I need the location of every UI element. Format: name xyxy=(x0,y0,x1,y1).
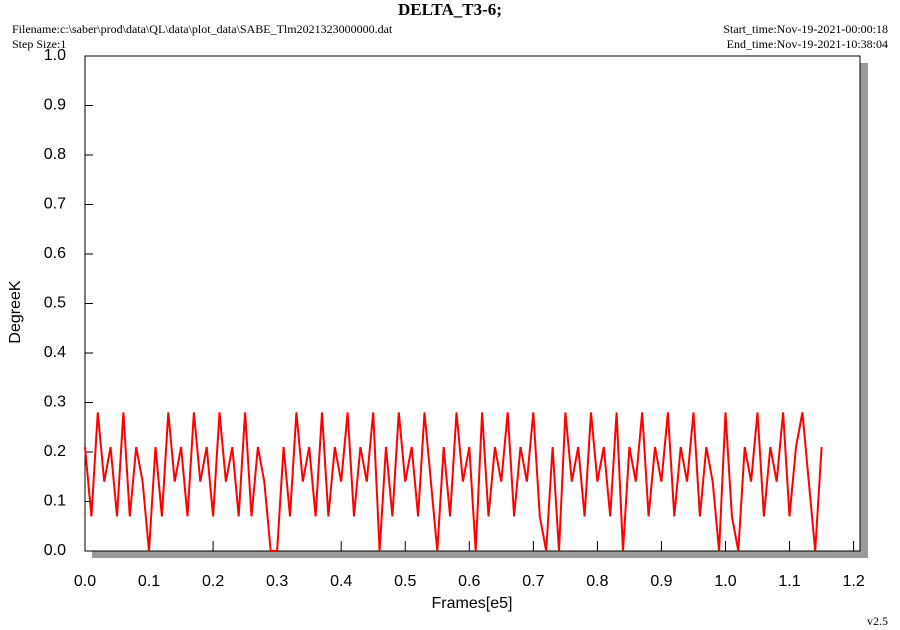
step-size: Step Size:1 xyxy=(12,37,66,51)
data-line xyxy=(84,412,823,552)
x-tick-label: 0.8 xyxy=(586,573,608,590)
x-tick-label: 0.9 xyxy=(650,573,672,590)
version: v2.5 xyxy=(867,614,888,628)
y-tick-label: 1.0 xyxy=(44,47,66,64)
y-tick-label: 0.6 xyxy=(44,245,66,262)
x-axis-label: Frames[e5] xyxy=(432,595,513,612)
x-tick-label: 0.6 xyxy=(458,573,480,590)
chart-title: DELTA_T3-6; xyxy=(398,0,502,19)
x-tick-label: 1.2 xyxy=(842,573,864,590)
plot-area xyxy=(84,55,861,552)
y-tick-label: 0.7 xyxy=(44,196,66,213)
y-tick-label: 0.2 xyxy=(44,443,66,460)
x-tick-label: 0.7 xyxy=(522,573,544,590)
y-tick-label: 0.4 xyxy=(44,344,66,361)
y-tick-label: 0.3 xyxy=(44,394,66,411)
x-tick-label: 0.0 xyxy=(74,573,96,590)
x-tick-label: 1.1 xyxy=(778,573,800,590)
x-tick-label: 1.0 xyxy=(714,573,736,590)
start-time: Start_time:Nov-19-2021-00:00:18 xyxy=(723,22,888,36)
x-tick-label: 0.1 xyxy=(138,573,160,590)
x-tick-label: 0.3 xyxy=(266,573,288,590)
y-tick-label: 0.8 xyxy=(44,146,66,163)
y-tick-label: 0.0 xyxy=(44,542,66,559)
filename: Filename:c:\saber\prod\data\QL\data\plot… xyxy=(12,22,393,36)
x-tick-label: 0.5 xyxy=(394,573,416,590)
y-tick-label: 0.9 xyxy=(44,97,66,114)
y-tick-label: 0.1 xyxy=(44,493,66,510)
y-axis-label: DegreeK xyxy=(7,280,24,343)
x-tick-label: 0.4 xyxy=(330,573,352,590)
x-tick-label: 0.2 xyxy=(202,573,224,590)
y-tick-label: 0.5 xyxy=(44,295,66,312)
end-time: End_time:Nov-19-2021-10:38:04 xyxy=(727,37,888,51)
